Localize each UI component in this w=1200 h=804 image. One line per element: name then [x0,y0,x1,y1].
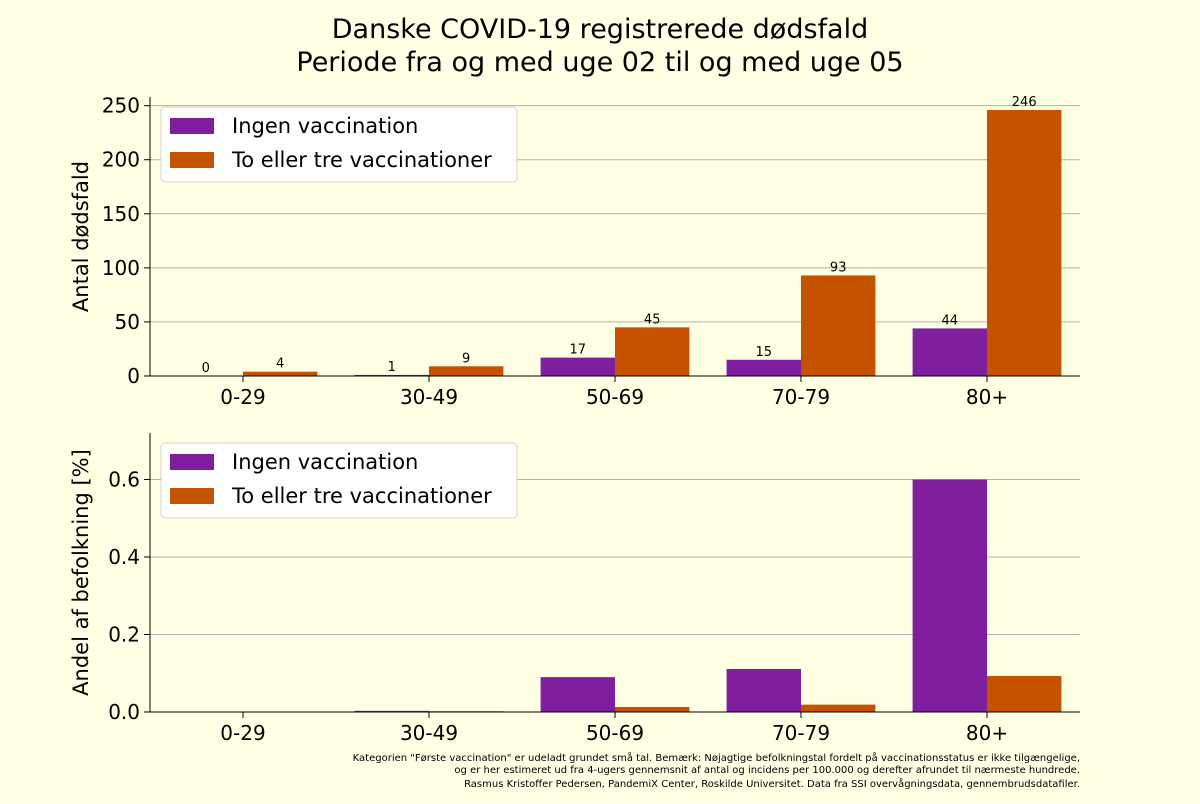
y-tick-label: 0.4 [108,545,140,569]
y-tick-label: 0.6 [108,468,140,492]
y-tick-label: 0.2 [108,623,140,647]
y-axis-label: Andel af befolkning [%] [69,449,93,696]
data-label: 4 [276,357,284,372]
bar-vaccinated-30-49 [429,366,504,376]
y-tick-label: 250 [102,94,140,118]
data-label: 9 [462,351,470,366]
chart-title-line2: Periode fra og med uge 02 til og med uge… [296,47,903,78]
bar-unvaccinated-30-49 [354,710,429,712]
y-tick-label: 0 [127,364,140,388]
data-label: 93 [830,260,847,275]
legend-swatch [170,118,214,134]
x-tick-label: 80+ [966,721,1008,745]
bar-vaccinated-70-79 [801,704,876,712]
bar-vaccinated-80+ [987,109,1062,376]
legend: Ingen vaccination To eller tre vaccinatio… [160,442,518,519]
legend-box [160,442,518,519]
x-tick-label: 50-69 [586,721,644,745]
data-label: 17 [570,343,587,358]
y-tick-label: 50 [115,310,140,334]
x-tick-label: 80+ [966,385,1008,409]
bar-vaccinated-70-79 [801,275,876,376]
bar-unvaccinated-70-79 [726,359,801,376]
legend-box [160,106,518,183]
bar-unvaccinated-50-69 [540,677,615,712]
y-tick-label: 200 [102,148,140,172]
bar-unvaccinated-50-69 [540,357,615,376]
chart-title-line1: Danske COVID-19 registrerede dødsfald [332,14,868,45]
bar-vaccinated-0-29 [243,371,318,376]
population-share-bar-chart: 0.0 0.2 0.4 0.6 0-29 30-49 50-69 70-79 80+ Andel … [69,433,1080,745]
bar-vaccinated-50-69 [615,327,690,376]
legend-label: Ingen vaccination [232,450,418,474]
legend-swatch [170,454,214,470]
bar-vaccinated-50-69 [615,706,690,712]
bar-unvaccinated-30-49 [354,374,429,376]
bar-vaccinated-80+ [987,675,1062,712]
footnote-line-2: og er her estimeret ud fra 4-ugers genne… [454,765,1080,776]
legend-label: To eller tre vaccinationer [231,148,492,172]
legend-label: Ingen vaccination [232,114,418,138]
data-label: 44 [942,313,959,328]
data-label: 0 [202,361,210,376]
x-tick-label: 70-79 [772,721,830,745]
legend-swatch [170,152,214,168]
y-tick-label: 150 [102,202,140,226]
footnote-line-3: Rasmus Kristoffer Pedersen, PandemiX Cen… [464,777,1080,790]
data-label: 246 [1012,95,1037,110]
legend-swatch [170,488,214,504]
footnote: Kategorien "Første vaccination" er udela… [353,751,1080,790]
y-axis-label: Antal dødsfald [69,161,93,312]
y-tick-label: 0.0 [108,700,140,724]
x-tick-label: 30-49 [400,385,458,409]
x-tick-label: 0-29 [220,721,265,745]
legend: Ingen vaccination To eller tre vaccinatio… [160,106,518,183]
data-label: 15 [756,345,773,360]
x-tick-label: 30-49 [400,721,458,745]
bar-unvaccinated-70-79 [726,668,801,712]
legend-label: To eller tre vaccinationer [231,484,492,508]
data-label: 45 [644,312,661,327]
x-tick-label: 70-79 [772,385,830,409]
bar-unvaccinated-80+ [912,328,987,376]
x-tick-label: 0-29 [220,385,265,409]
bar-unvaccinated-80+ [912,479,987,712]
x-tick-label: 50-69 [586,385,644,409]
y-tick-label: 100 [102,256,140,280]
data-label: 1 [388,360,396,375]
footnote-line-1: Kategorien "Første vaccination" er udela… [353,751,1080,764]
